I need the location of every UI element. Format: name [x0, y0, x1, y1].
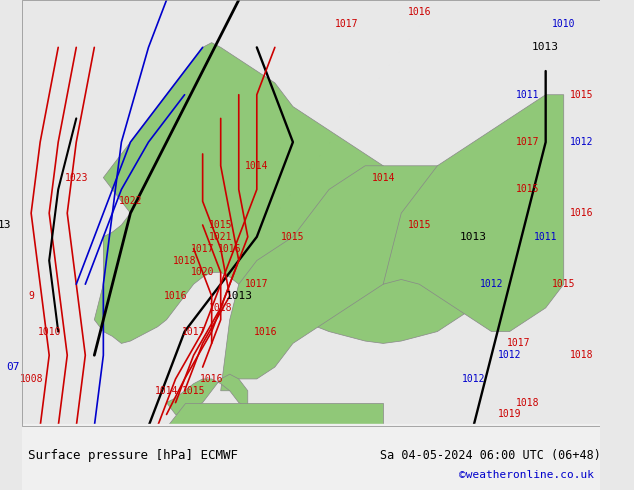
Text: 07: 07	[6, 362, 20, 372]
Text: 1011: 1011	[516, 90, 540, 100]
Text: 1016: 1016	[164, 291, 187, 301]
Text: 1016: 1016	[200, 374, 223, 384]
Polygon shape	[167, 403, 383, 426]
Text: 1015: 1015	[209, 220, 233, 230]
Text: 1010: 1010	[552, 19, 576, 29]
Polygon shape	[94, 43, 527, 343]
Text: ©weatheronline.co.uk: ©weatheronline.co.uk	[459, 470, 594, 480]
Text: 1021: 1021	[209, 232, 233, 242]
Text: 1015: 1015	[552, 279, 576, 289]
Text: 1013: 1013	[532, 42, 559, 52]
Text: 1011: 1011	[534, 232, 557, 242]
Text: 1017: 1017	[335, 19, 359, 29]
Text: 1016: 1016	[570, 208, 593, 218]
Text: 13: 13	[0, 220, 11, 230]
Text: 1017: 1017	[182, 326, 205, 337]
Text: 1015: 1015	[570, 90, 593, 100]
Text: 1014: 1014	[245, 161, 269, 171]
Text: 1018: 1018	[570, 350, 593, 360]
Text: 1015: 1015	[281, 232, 305, 242]
Text: 1023: 1023	[65, 172, 88, 183]
Text: 1016: 1016	[254, 326, 278, 337]
Bar	[22, 0, 600, 426]
Text: 1012: 1012	[480, 279, 503, 289]
Text: Surface pressure [hPa] ECMWF: Surface pressure [hPa] ECMWF	[28, 449, 238, 462]
Polygon shape	[221, 166, 455, 391]
Text: 1014: 1014	[372, 172, 395, 183]
Polygon shape	[167, 374, 248, 415]
Bar	[22, 0, 600, 426]
Text: 1008: 1008	[20, 374, 43, 384]
Text: 1019: 1019	[498, 410, 521, 419]
Text: 1018: 1018	[516, 397, 540, 408]
Text: 1015: 1015	[408, 220, 431, 230]
Bar	[22, 424, 600, 490]
Text: 1017: 1017	[507, 339, 531, 348]
Text: 1014: 1014	[155, 386, 178, 396]
Text: 1015: 1015	[516, 184, 540, 195]
Text: 1016: 1016	[218, 244, 242, 254]
Text: 1015: 1015	[182, 386, 205, 396]
Text: Sa 04-05-2024 06:00 UTC (06+48): Sa 04-05-2024 06:00 UTC (06+48)	[380, 449, 601, 462]
Text: 1018: 1018	[173, 255, 197, 266]
Text: 1013: 1013	[225, 291, 252, 301]
Text: 1012: 1012	[462, 374, 485, 384]
Text: 9: 9	[28, 291, 34, 301]
Text: 1018: 1018	[209, 303, 233, 313]
Text: 1017: 1017	[245, 279, 269, 289]
Text: 1012: 1012	[570, 137, 593, 147]
Text: 1017: 1017	[191, 244, 214, 254]
Text: 1022: 1022	[119, 196, 142, 206]
Text: 1013: 1013	[460, 232, 487, 242]
Text: 1017: 1017	[516, 137, 540, 147]
Polygon shape	[383, 95, 564, 332]
Text: 1010: 1010	[37, 326, 61, 337]
Text: 1020: 1020	[191, 268, 214, 277]
Text: 1012: 1012	[498, 350, 521, 360]
Text: 1016: 1016	[408, 7, 431, 17]
